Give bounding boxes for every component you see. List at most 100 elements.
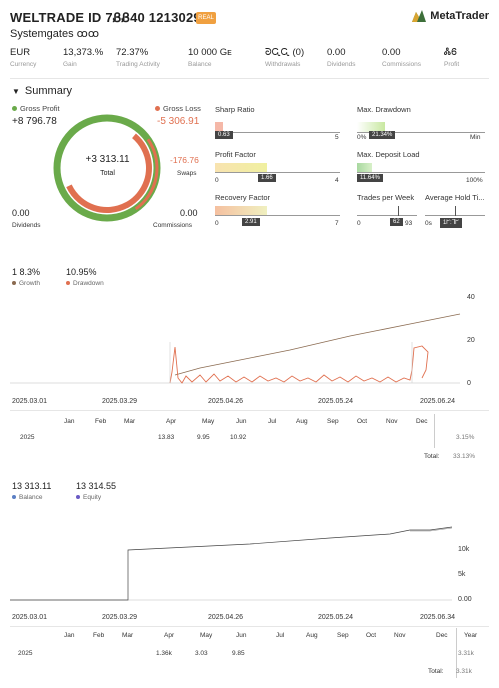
growth-x-tick: 2025.06.24 (420, 398, 456, 405)
profit-factor-fill (215, 163, 267, 173)
month-label: Oct (366, 632, 377, 639)
profit-factor-label: Profit Factor (215, 150, 256, 159)
table2-year: 2025 (18, 650, 33, 657)
avg-hold-time-label: Average Hold Ti... (425, 193, 485, 202)
balance-legend[interactable]: Balance (12, 494, 43, 501)
gross-profit-dot-icon (12, 106, 17, 111)
recovery-factor-fill (215, 206, 267, 216)
stat-commissions: 0.00 Commissions (382, 47, 422, 68)
dividends-value: 0.00 (12, 208, 30, 218)
sharp-ratio-track (215, 132, 340, 133)
max-drawdown-track (357, 132, 485, 133)
chevron-down-icon: ▼ (12, 86, 20, 96)
balance-x-tick: 2025.03.01 (12, 614, 48, 621)
table1-cell: 10.92 (230, 434, 247, 441)
growth-y-tick: 0 (467, 380, 471, 387)
table2-col-divider (456, 628, 457, 678)
brand: MetaTrader (412, 10, 489, 22)
drawdown-legend[interactable]: Drawdown (66, 280, 104, 287)
growth-chart (10, 313, 461, 384)
account-subtitle: Systemgates ꝏꝏ (10, 28, 100, 40)
table2-cell: 9.85 (232, 650, 245, 657)
equity-legend[interactable]: Equity (76, 494, 101, 501)
avg-hold-time-tag: 1ᖸ:ᒣᖸ (440, 218, 462, 228)
month-label: Jun (236, 632, 247, 639)
balance-chart (10, 526, 453, 601)
stat-gain: 13,373.% Gain (63, 47, 104, 68)
month-label: Aug (296, 418, 308, 425)
month-label: Dec (416, 418, 428, 425)
swaps-label: Swaps (177, 170, 197, 177)
avg-hold-time-min: 0s (425, 220, 432, 227)
stat-trading-activity: 72.37% Trading Activity (116, 47, 160, 68)
total-label: Total (100, 170, 115, 177)
max-drawdown-fill (357, 122, 385, 132)
max-deposit-load-max: 100% (466, 177, 483, 184)
profit-factor-min: 0 (215, 177, 219, 184)
month-label: Jan (64, 632, 75, 639)
balance-y-tick: 10k (458, 546, 470, 553)
month-label: May (200, 632, 213, 639)
month-label: Mar (124, 418, 136, 425)
recovery-factor-tag: 2.91 (242, 218, 260, 226)
growth-x-tick: 2025.04.26 (208, 398, 244, 405)
month-label: Feb (93, 632, 105, 639)
table1-total-label: Total: (424, 453, 440, 460)
month-label: Sep (337, 632, 349, 639)
commissions-label: Commissions (153, 222, 193, 229)
sharp-ratio-fill (215, 122, 223, 132)
month-label: Jan (64, 418, 75, 425)
growth-x-tick: 2025.05.24 (318, 398, 354, 405)
month-label: May (202, 418, 215, 425)
gross-loss-dot-icon (155, 106, 160, 111)
balance-x-tick: 2025.05.24 (318, 614, 354, 621)
trades-per-week-max: 93 (405, 220, 413, 227)
account-title: WELTRADE ID 7ᏰᏰ40 12130295 (10, 10, 209, 25)
gross-loss-label: Gross Loss (155, 104, 201, 113)
table1-year-total: 3.15% (456, 434, 475, 441)
dividends-label: Dividends (12, 222, 41, 229)
month-label: Nov (386, 418, 398, 425)
profit-factor-max: 4 (335, 177, 339, 184)
max-deposit-load-tag: 11.64% (357, 174, 383, 182)
brand-name: MetaTrader (430, 10, 489, 22)
balance-legend-value: 13 313.11 (12, 481, 52, 491)
table2-total-label: Total: (428, 668, 444, 675)
max-drawdown-min: 0% (357, 134, 367, 141)
account-type-badge: REAL (196, 12, 216, 24)
equity-legend-value: 13 314.55 (76, 481, 117, 491)
year-col-label: Year (464, 632, 478, 639)
sharp-ratio-max: 5 (335, 134, 339, 141)
max-drawdown-max: Min (470, 134, 481, 141)
table2-year-total: 3.31k (458, 650, 474, 657)
trades-per-week-marker (398, 206, 399, 216)
balance-dot-icon (12, 495, 16, 499)
balance-x-tick: 2025.06.34 (420, 614, 456, 621)
trades-per-week-tag: 62 (390, 218, 403, 226)
growth-x-tick: 2025.03.01 (12, 398, 48, 405)
month-label: Jun (236, 418, 247, 425)
table2-cell: 3.03 (195, 650, 208, 657)
table1-cell: 13.83 (158, 434, 175, 441)
avg-hold-time-marker (455, 206, 456, 216)
stat-balance: 10 000 Gᴇ Balance (188, 47, 232, 68)
sharp-ratio-tag: 0.63 (215, 131, 233, 139)
stat-profit: ᏜᏮ Profit (444, 47, 460, 68)
gross-profit-label: Gross Profit (12, 104, 60, 113)
stat-currency: EUR Currency (10, 47, 37, 68)
gross-loss-value: -5 306.91 (157, 116, 200, 127)
month-label: Mar (122, 632, 134, 639)
growth-legend-value: 1 8.3% (12, 267, 41, 277)
month-label: Apr (164, 632, 175, 639)
table1-col-divider (434, 414, 435, 448)
table1-year: 2025 (20, 434, 35, 441)
growth-x-tick: 2025.03.29 (102, 398, 138, 405)
month-label: Oct (357, 418, 368, 425)
growth-legend[interactable]: Growth (12, 280, 40, 287)
recovery-factor-max: 7 (335, 220, 339, 227)
swaps-value: -176.76 (170, 155, 199, 165)
summary-donut (53, 114, 161, 222)
recovery-factor-track (215, 215, 340, 216)
summary-header[interactable]: ▼ Summary (12, 85, 72, 97)
profit-factor-tag: 1.66 (258, 174, 276, 182)
